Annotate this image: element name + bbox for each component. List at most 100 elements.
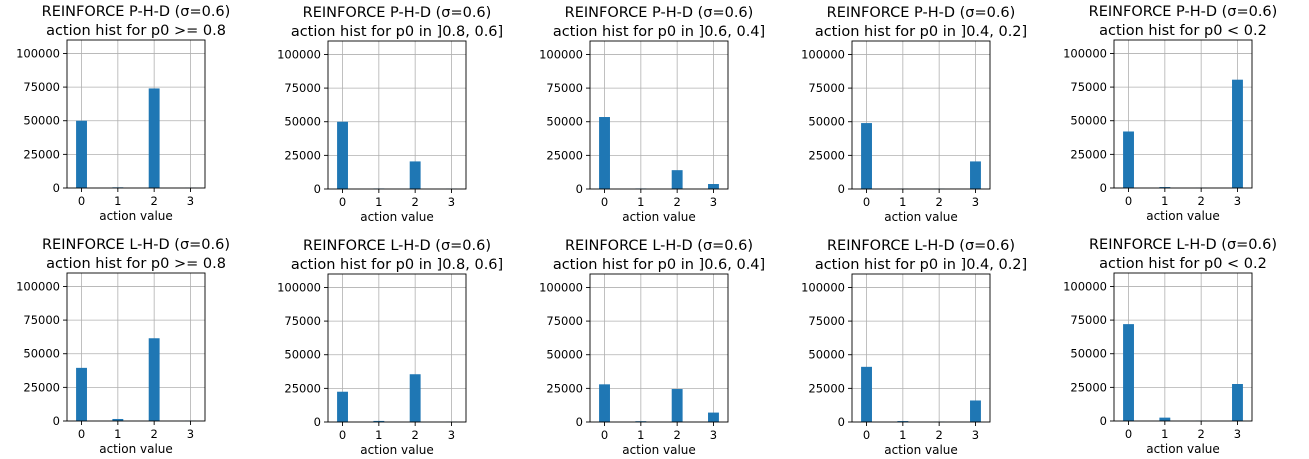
histogram-bar [599,384,610,422]
y-tick-label: 100000 [16,279,60,293]
chart-title-line: REINFORCE L-H-D (σ=0.6) [565,238,753,254]
y-tick-label: 25000 [1070,147,1107,161]
x-tick-label: 0 [1125,194,1132,208]
y-tick-label: 50000 [1070,114,1107,128]
x-tick-label: 0 [1125,427,1132,441]
y-tick-label: 100000 [539,280,583,294]
y-tick-label: 50000 [546,348,583,362]
histogram-bar [373,420,385,422]
y-tick-label: 100000 [16,46,60,60]
histogram-bar [148,338,160,421]
x-tick-label: 1 [114,427,121,441]
y-tick-label: 100000 [539,47,583,61]
y-tick-label: 25000 [23,380,60,394]
x-axis-label: action value [884,443,958,457]
x-axis-label: action value [360,443,434,457]
x-axis-label: action value [884,210,958,224]
x-tick-label: 2 [411,195,418,209]
x-tick-label: 0 [339,428,346,442]
chart-title-line: action hist for p0 in ]0.4, 0.2] [815,24,1027,40]
y-tick-label: 50000 [808,348,845,362]
histogram-bar [112,418,124,421]
histogram-panel: REINFORCE L-H-D (σ=0.6) action hist for p… [277,238,503,457]
chart-title-line: action hist for p0 < 0.2 [1099,23,1267,39]
histogram-bar [708,184,719,189]
y-tick-label: 25000 [546,381,583,395]
chart-title-line: action hist for p0 >= 0.8 [46,256,226,272]
y-tick-label: 75000 [1070,313,1107,327]
x-tick-label: 1 [1161,427,1168,441]
x-tick-label: 3 [710,195,717,209]
chart-title-line: action hist for p0 in ]0.8, 0.6] [291,257,503,273]
histogram-bar [671,170,683,189]
chart-title-line: REINFORCE P-H-D (σ=0.6) [303,5,492,21]
histogram-bar [1159,417,1171,421]
y-tick-label: 100000 [277,47,321,61]
x-tick-label: 3 [972,195,979,209]
y-tick-label: 100000 [277,280,321,294]
x-axis-label: action value [99,209,173,223]
y-tick-label: 75000 [808,81,845,95]
y-tick-label: 0 [53,181,60,195]
y-tick-label: 0 [838,415,845,429]
histogram-bar [76,120,87,188]
histogram-bar [1232,384,1243,421]
y-tick-label: 75000 [284,81,321,95]
histogram-bar [897,421,909,422]
x-tick-label: 3 [1234,194,1241,208]
y-tick-label: 0 [1100,181,1107,195]
histogram-panel: REINFORCE P-H-D (σ=0.6) action hist for p… [277,5,503,224]
plot-frame [66,39,206,189]
x-tick-label: 0 [339,195,346,209]
x-tick-label: 2 [935,195,942,209]
x-tick-label: 2 [673,428,680,442]
x-tick-label: 3 [1234,427,1241,441]
histogram-panel: REINFORCE P-H-D (σ=0.6) action hist for p… [1063,4,1277,223]
histogram-bar [148,88,160,188]
histogram-panel: REINFORCE L-H-D (σ=0.6) action hist for p… [1063,237,1277,456]
chart-title-line: REINFORCE P-H-D (σ=0.6) [565,5,754,21]
plot-frame [327,40,467,190]
histogram-bar [337,121,348,189]
chart-title-line: REINFORCE P-H-D (σ=0.6) [1089,4,1278,20]
chart-title-line: REINFORCE L-H-D (σ=0.6) [42,237,230,253]
y-tick-label: 75000 [23,80,60,94]
y-tick-label: 25000 [284,381,321,395]
x-tick-label: 1 [899,428,906,442]
histogram-bar [708,412,719,422]
y-tick-label: 50000 [1070,347,1107,361]
histogram-panel: REINFORCE P-H-D (σ=0.6) action hist for p… [539,5,765,224]
y-tick-label: 0 [314,415,321,429]
chart-title-line: REINFORCE P-H-D (σ=0.6) [827,5,1016,21]
y-tick-label: 50000 [23,347,60,361]
y-tick-label: 50000 [284,348,321,362]
histogram-bar [671,389,683,422]
x-tick-label: 3 [187,427,194,441]
histogram-bar [970,400,981,422]
y-tick-label: 25000 [1070,380,1107,394]
histogram-bar [337,391,348,422]
chart-title-line: action hist for p0 in ]0.6, 0.4] [553,24,765,40]
x-tick-label: 2 [935,428,942,442]
histogram-bar [1123,324,1134,421]
x-tick-label: 0 [601,195,608,209]
histogram-panel: REINFORCE L-H-D (σ=0.6) action hist for p… [16,237,230,456]
x-axis-label: action value [1146,442,1220,456]
y-tick-label: 25000 [808,148,845,162]
x-tick-label: 2 [1197,427,1204,441]
histogram-bar [1232,79,1243,188]
y-tick-label: 75000 [546,314,583,328]
x-axis-label: action value [1146,209,1220,223]
y-tick-label: 100000 [801,47,845,61]
plot-frame [1113,272,1253,422]
plot-frame [66,272,206,422]
y-tick-label: 75000 [546,81,583,95]
histogram-bar [970,161,981,189]
x-axis-label: action value [622,210,696,224]
y-tick-label: 25000 [284,148,321,162]
y-tick-label: 25000 [23,147,60,161]
chart-title-line: REINFORCE L-H-D (σ=0.6) [303,238,491,254]
y-tick-label: 0 [1100,414,1107,428]
x-axis-label: action value [360,210,434,224]
